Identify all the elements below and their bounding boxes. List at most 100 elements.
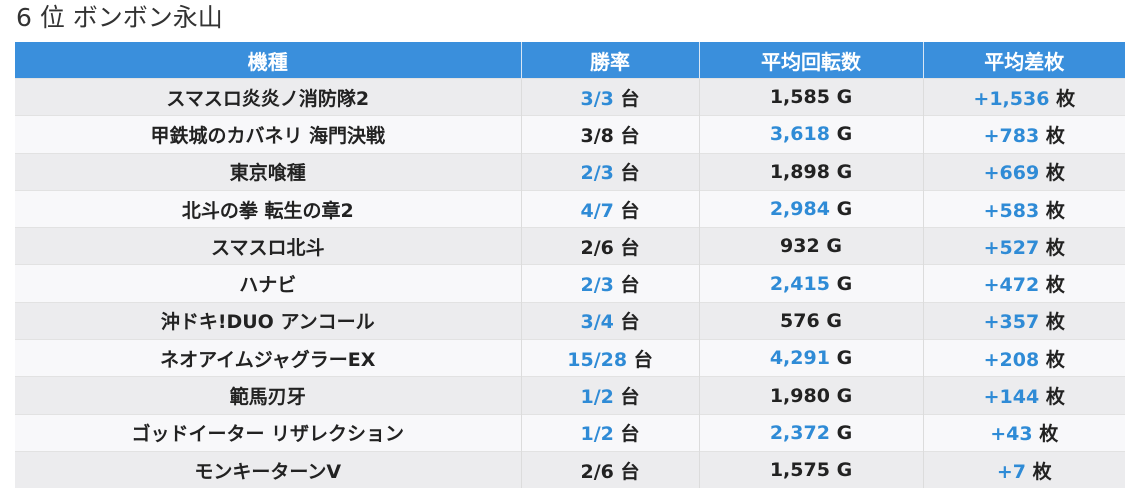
- avg-diff-unit: 枚: [1039, 423, 1059, 446]
- avg-diff-unit: 枚: [1045, 162, 1065, 185]
- win-rate-value: 15/28: [567, 348, 628, 371]
- win-rate-value: 2/3: [580, 162, 614, 185]
- table-row[interactable]: 東京喰種 2/3 台 1,898 G +669 枚: [15, 152, 1125, 191]
- avg-diff-unit: 枚: [1045, 386, 1065, 409]
- avg-diff-value: +583: [983, 199, 1040, 222]
- table-row[interactable]: 沖ドキ!DUO アンコール 3/4 台 576 G +357 枚: [15, 301, 1125, 340]
- win-rate-cell: 3/8 台: [520, 115, 699, 154]
- avg-spins-value: 2,415: [769, 272, 830, 295]
- avg-diff-cell: +7 枚: [922, 450, 1125, 489]
- avg-spins-unit: G: [836, 123, 853, 146]
- avg-spins-cell: 932 G: [698, 227, 923, 265]
- win-rate-unit: 台: [620, 274, 640, 297]
- win-rate-unit: 台: [620, 162, 640, 185]
- machine-name-cell[interactable]: 範馬刃牙: [15, 376, 521, 415]
- table-row[interactable]: モンキーターンV 2/6 台 1,575 G +7 枚: [15, 450, 1125, 489]
- avg-diff-unit: 枚: [1045, 236, 1065, 259]
- win-rate-cell: 2/6 台: [520, 450, 699, 489]
- machine-name-cell[interactable]: 東京喰種: [15, 152, 521, 191]
- win-rate-cell: 3/3 台: [520, 77, 699, 116]
- table-row[interactable]: スマスロ炎炎ノ消防隊2 3/3 台 1,585 G +1,536 枚: [15, 77, 1125, 116]
- avg-spins-cell: 576 G: [698, 301, 923, 340]
- win-rate-unit: 台: [620, 311, 640, 334]
- table-header-row: 機種 勝率 平均回転数 平均差枚: [15, 42, 1125, 79]
- avg-diff-cell: +527 枚: [922, 227, 1125, 265]
- avg-spins-cell: 3,618 G: [698, 115, 923, 154]
- table-row[interactable]: 範馬刃牙 1/2 台 1,980 G +144 枚: [15, 376, 1125, 415]
- avg-diff-value: +43: [990, 423, 1033, 446]
- avg-spins-unit: G: [836, 160, 853, 183]
- avg-diff-cell: +208 枚: [922, 339, 1125, 377]
- avg-diff-value: +208: [983, 348, 1040, 371]
- machine-name-cell[interactable]: モンキーターンV: [15, 450, 521, 489]
- header-win-rate[interactable]: 勝率: [520, 42, 699, 79]
- header-avg-spins[interactable]: 平均回転数: [698, 42, 923, 79]
- table-row[interactable]: ネオアイムジャグラーEX 15/28 台 4,291 G +208 枚: [15, 339, 1125, 377]
- table-row[interactable]: 甲鉄城のカバネリ 海門決戦 3/8 台 3,618 G +783 枚: [15, 115, 1125, 154]
- avg-spins-unit: G: [836, 347, 853, 370]
- avg-diff-cell: +472 枚: [922, 264, 1125, 303]
- machine-name-cell[interactable]: ゴッドイーター リザレクション: [15, 413, 521, 452]
- avg-diff-unit: 枚: [1045, 348, 1065, 371]
- avg-spins-unit: G: [836, 421, 853, 444]
- win-rate-unit: 台: [620, 386, 640, 409]
- win-rate-value: 2/6: [580, 460, 614, 483]
- machine-name-cell[interactable]: ネオアイムジャグラーEX: [15, 339, 521, 377]
- table-row[interactable]: 北斗の拳 転生の章2 4/7 台 2,984 G +583 枚: [15, 189, 1125, 228]
- table-body: スマスロ炎炎ノ消防隊2 3/3 台 1,585 G +1,536 枚甲鉄城のカバネリ …: [15, 77, 1125, 489]
- avg-diff-cell: +144 枚: [922, 376, 1125, 415]
- avg-spins-unit: G: [826, 309, 842, 332]
- avg-spins-unit: G: [836, 198, 853, 221]
- avg-diff-value: +7: [996, 460, 1026, 483]
- avg-diff-unit: 枚: [1045, 199, 1065, 222]
- win-rate-value: 1/2: [580, 423, 614, 446]
- win-rate-unit: 台: [633, 348, 653, 371]
- avg-diff-cell: +43 枚: [922, 413, 1125, 452]
- avg-diff-cell: +357 枚: [922, 301, 1125, 340]
- header-avg-diff[interactable]: 平均差枚: [922, 42, 1125, 79]
- table-row[interactable]: スマスロ北斗 2/6 台 932 G +527 枚: [15, 227, 1125, 265]
- avg-spins-cell: 1,575 G: [698, 450, 923, 489]
- avg-diff-cell: +1,536 枚: [922, 77, 1125, 116]
- avg-diff-value: +472: [983, 274, 1040, 297]
- avg-diff-unit: 枚: [1045, 274, 1065, 297]
- win-rate-unit: 台: [620, 423, 640, 446]
- avg-spins-value: 932: [780, 235, 820, 258]
- win-rate-cell: 2/6 台: [520, 227, 699, 265]
- avg-spins-unit: G: [836, 86, 853, 109]
- machine-name-cell[interactable]: スマスロ北斗: [15, 227, 521, 265]
- win-rate-value: 2/3: [580, 274, 614, 297]
- machine-name-cell[interactable]: ハナビ: [15, 264, 521, 303]
- machine-name-cell[interactable]: 北斗の拳 転生の章2: [15, 189, 521, 228]
- win-rate-unit: 台: [620, 199, 640, 222]
- win-rate-cell: 1/2 台: [520, 376, 699, 415]
- page-title: 6 位 ボンボン永山: [16, 3, 223, 32]
- machine-name-cell[interactable]: 沖ドキ!DUO アンコール: [15, 301, 521, 340]
- avg-spins-value: 1,575: [769, 459, 830, 482]
- win-rate-cell: 2/3 台: [520, 264, 699, 303]
- header-machine[interactable]: 機種: [15, 42, 521, 79]
- avg-diff-unit: 枚: [1045, 124, 1065, 147]
- avg-spins-cell: 2,984 G: [698, 189, 923, 228]
- ranking-table: 機種 勝率 平均回転数 平均差枚 スマスロ炎炎ノ消防隊2 3/3 台 1,585 G…: [15, 42, 1125, 489]
- win-rate-cell: 2/3 台: [520, 152, 699, 191]
- avg-spins-value: 3,618: [769, 123, 830, 146]
- win-rate-value: 3/8: [580, 124, 614, 147]
- avg-spins-value: 1,898: [769, 160, 830, 183]
- win-rate-value: 4/7: [580, 199, 614, 222]
- avg-spins-value: 1,980: [769, 384, 830, 407]
- machine-name-cell[interactable]: 甲鉄城のカバネリ 海門決戦: [15, 115, 521, 154]
- avg-diff-unit: 枚: [1032, 460, 1052, 483]
- table-row[interactable]: ゴッドイーター リザレクション 1/2 台 2,372 G +43 枚: [15, 413, 1125, 452]
- win-rate-value: 3/4: [580, 311, 614, 334]
- avg-spins-unit: G: [836, 459, 853, 482]
- avg-diff-value: +783: [983, 124, 1040, 147]
- avg-diff-unit: 枚: [1045, 311, 1065, 334]
- win-rate-cell: 3/4 台: [520, 301, 699, 340]
- avg-diff-value: +144: [983, 386, 1040, 409]
- avg-diff-cell: +783 枚: [922, 115, 1125, 154]
- avg-diff-cell: +583 枚: [922, 189, 1125, 228]
- machine-name-cell[interactable]: スマスロ炎炎ノ消防隊2: [15, 77, 521, 116]
- table-row[interactable]: ハナビ 2/3 台 2,415 G +472 枚: [15, 264, 1125, 303]
- avg-spins-unit: G: [836, 272, 853, 295]
